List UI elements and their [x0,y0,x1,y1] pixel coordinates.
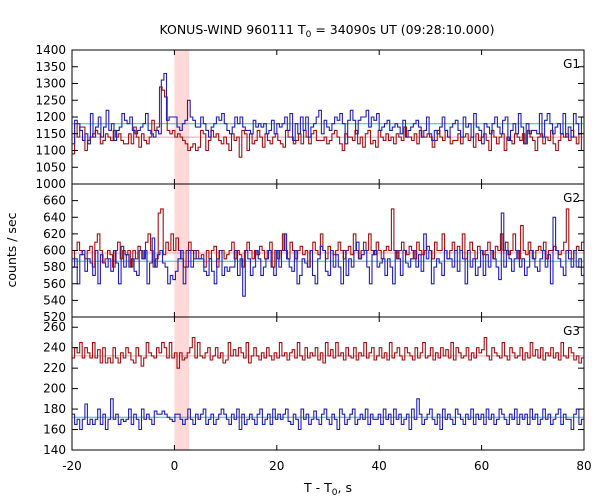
y-axis-title: counts / sec [4,212,19,287]
g2-y-tick-label: 540 [43,293,66,307]
g2-y-tick-label: 660 [43,194,66,208]
g2-y-tick-label: 560 [43,277,66,291]
g2-y-tick-label: 620 [43,227,66,241]
g3-y-tick-label: 160 [43,423,66,437]
g1-y-tick-label: 1100 [35,144,66,158]
g3-blue-series [72,398,584,431]
g2-blue-series [72,212,584,297]
plot-area: 100010501100115012001250130013501400G152… [35,43,591,473]
x-tick-label: 80 [576,459,591,473]
g1-panel-label: G1 [563,57,580,71]
g3-panel-frame [71,316,585,451]
g3-y-tick-label: 140 [43,443,66,457]
g3-y-tick-label: 200 [43,382,66,396]
x-tick-label: 40 [372,459,387,473]
g1-y-tick-label: 1350 [35,60,66,74]
g3-y-tick-label: 240 [43,341,66,355]
x-tick-label: -20 [62,459,82,473]
g3-y-tick-label: 220 [43,361,66,375]
g2-red-series [72,208,584,268]
chart-title: KONUS-WIND 960111 T0 = 34090s UT (09:28:… [159,22,494,40]
g1-y-tick-label: 1150 [35,127,66,141]
g2-y-tick-label: 520 [43,310,66,324]
x-tick-label: 0 [171,459,179,473]
x-tick-label: 20 [269,459,284,473]
g1-red-series [72,86,584,158]
g1-y-tick-label: 1400 [35,43,66,57]
g1-y-tick-label: 1000 [35,177,66,191]
g1-y-tick-label: 1200 [35,110,66,124]
x-tick-label: 60 [474,459,489,473]
g3-y-tick-label: 260 [43,320,66,334]
g3-y-tick-label: 180 [43,402,66,416]
g1-y-tick-label: 1250 [35,93,66,107]
g2-y-tick-label: 600 [43,244,66,258]
g1-y-tick-label: 1300 [35,77,66,91]
g3-panel-label: G3 [563,324,580,338]
g1-blue-series [72,72,584,145]
x-axis-title: T - T0, s [303,480,352,498]
g2-panel-label: G2 [563,191,580,205]
g2-y-tick-label: 580 [43,260,66,274]
g2-y-tick-label: 640 [43,210,66,224]
g3-red-series [72,336,584,369]
g1-y-tick-label: 1050 [35,160,66,174]
